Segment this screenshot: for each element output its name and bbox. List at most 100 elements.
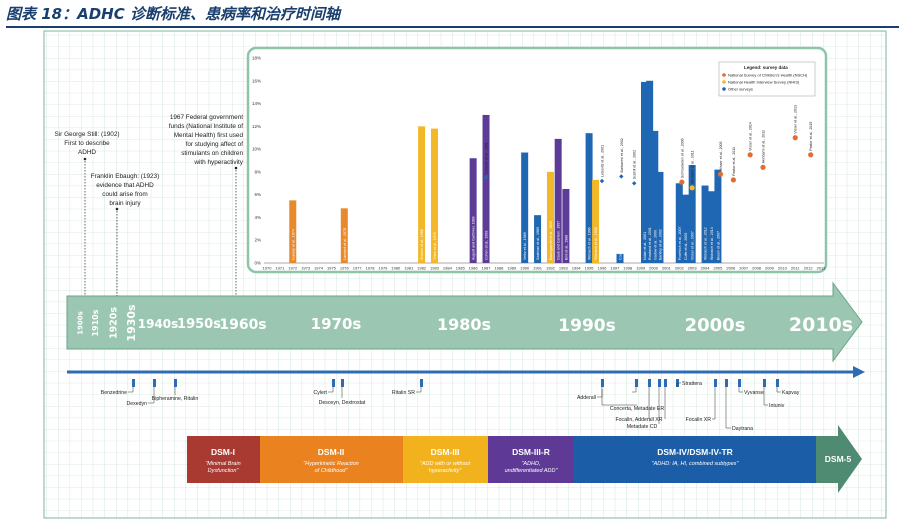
chart-bar-label: Velez et al., 1989: [523, 232, 527, 260]
med-focalin-adderall-xr: Focalin, Adderall XR: [616, 417, 663, 423]
x-tick-label: 2008: [752, 266, 762, 271]
chart-point-label: Akinbami et al., 2011: [691, 151, 695, 184]
chart-bar: [714, 169, 722, 263]
y-tick-label: 14%: [252, 101, 261, 106]
chart-point-label: Pastor et al., 2015: [809, 122, 813, 151]
chart-points: Leibson et al., 2001 Lebovitz et al., 200…: [483, 105, 814, 191]
chart-bar: [562, 188, 570, 263]
nimh-line-5: stimulants on children: [181, 150, 243, 157]
legend-marker-nsch: [722, 73, 726, 77]
nimh-line-3: Mental Health) first used: [174, 132, 244, 139]
chart-bars: Huessy et al., 1974 Lambert et al., 1978 S…: [289, 80, 722, 264]
x-tick-label: 1976: [340, 266, 350, 271]
dsm-5-name: DSM-5: [825, 454, 852, 464]
med-dexedyn: Dexedyn: [127, 401, 148, 407]
chart-point: [747, 152, 753, 158]
chart-bar: [656, 171, 664, 263]
chart-point: [717, 171, 724, 177]
x-tick-label: 2006: [726, 266, 736, 271]
decade-1950s: 1950s: [177, 317, 221, 332]
chart-point: [631, 181, 637, 186]
x-tick-label: 1984: [443, 266, 453, 271]
decade-1940s: 1940s: [138, 317, 179, 331]
med-benzedrine: Benzedrine: [101, 390, 127, 396]
decade-1970s: 1970s: [311, 315, 362, 333]
chart-point: [599, 178, 605, 184]
y-tick-label: 12%: [252, 124, 261, 129]
annotation-still: Sir George Still: (1902) First to descri…: [55, 131, 120, 296]
dsm-iv-sub-1: "ADHD: IA, HI, combined subtypes": [652, 461, 740, 467]
y-tick-label: 8%: [254, 169, 261, 174]
decade-1980s: 1980s: [437, 315, 491, 334]
chart-bar: [585, 133, 593, 263]
dsm-timeline: [187, 425, 862, 493]
x-tick-label: 1983: [430, 266, 440, 271]
y-tick-label: 0%: [254, 261, 261, 266]
y-tick-label: 10%: [252, 147, 261, 152]
legend-item-nsch: National Survey of Children's Health (NS…: [728, 73, 808, 78]
chart-bar: [340, 208, 348, 263]
med-intuniv: Intuniv: [769, 403, 785, 409]
med-desoxyn-dextrostat: Desoxyn, Dextrostat: [319, 400, 366, 406]
chart-point: [792, 135, 798, 141]
x-tick-label: 1997: [610, 266, 620, 271]
dsm-ii-sub-1: "Hyperkinetic Reaction: [303, 461, 358, 467]
dsm-i-sub-1: "Minimal Brain: [205, 461, 240, 467]
x-tick-label: 2004: [701, 266, 711, 271]
x-tick-label: 2001: [662, 266, 672, 271]
chart-bar: [289, 200, 297, 263]
decade-timeline-arrow: [66, 281, 863, 363]
med-daytrana: Daytrana: [732, 426, 753, 432]
legend-item-nhis: National Health Interview Survey (NHIS): [728, 80, 800, 85]
legend-marker-other: [722, 87, 726, 91]
y-tick-label: 6%: [254, 192, 261, 197]
medication-labels: Benzedrine Dexedyn Bipheramine, Ritalin …: [101, 381, 800, 432]
chart-bar-label: Shekim et al., 1985: [420, 229, 424, 260]
chart-x-ticks: 1970 1971 1972 1973 1974 1975 1976 1977 1978 1979…: [263, 266, 827, 271]
dsm-iii-r-sub-1: "ADHD,: [521, 461, 540, 467]
chart-point-label: Visser et al., 2013: [794, 105, 798, 134]
decade-1900s: 1900s: [77, 311, 85, 335]
dsm-labels: DSM-I "Minimal Brain Dysfunction" DSM-II…: [205, 447, 851, 474]
chart-bar-label: Visser et al., 2007: [691, 231, 695, 260]
dsm-i-name: DSM-I: [211, 447, 235, 457]
chart-point-label: Barbaresi et al., 2002: [620, 138, 624, 172]
y-tick-label: 18%: [252, 56, 261, 61]
dsm-ii-segment: [260, 436, 403, 483]
chart-bar-label: Nolan et al., 2001: [643, 232, 647, 260]
x-tick-label: 2000: [649, 266, 659, 271]
still-line-3: ADHD: [78, 149, 96, 156]
chart-bar: [418, 126, 426, 263]
annotation-ebaugh: Franklin Ebaugh: (1923) evidence that AD…: [91, 173, 159, 296]
x-tick-label: 2013: [817, 266, 827, 271]
chart-bar: [534, 215, 542, 263]
x-tick-label: 1980: [391, 266, 401, 271]
dsm-iii-sub-1: "ADD with or without: [420, 461, 471, 467]
decade-1960s: 1960s: [219, 317, 266, 333]
nimh-line-1: 1967 Federal government: [170, 114, 243, 121]
med-strattera: Strattera: [682, 381, 702, 387]
x-tick-label: 1996: [598, 266, 608, 271]
chart-bar: [616, 253, 624, 263]
chart-point: [483, 175, 489, 180]
chart-bar: [430, 128, 438, 263]
med-kapvay: Kapvay: [782, 390, 800, 396]
page-title: 图表 18：ADHC 诊断标准、患病率和治疗时间轴: [6, 5, 340, 23]
x-tick-label: 1979: [379, 266, 389, 271]
ebaugh-line-2: evidence that ADHD: [96, 182, 154, 189]
chart-point-label: Akinbami et al., 2011: [762, 130, 766, 163]
chart-point: [760, 164, 766, 170]
x-tick-label: 1987: [482, 266, 492, 271]
chart-bar-label: Wolraich et al., 2014: [710, 227, 714, 260]
chart-point-label: Visser et al., 2014: [749, 122, 753, 151]
chart-bar-label: Cohen et al., 1993: [485, 231, 489, 260]
chart-bar-label: Szatmari et al., 1989: [536, 227, 540, 260]
ebaugh-line-4: brain injury: [109, 200, 141, 207]
chart-point-label: Pastor et al., 2011: [732, 147, 736, 176]
x-tick-label: 1985: [456, 266, 466, 271]
med-concerta-metadate-er: Concerta, Metadate ER: [610, 406, 664, 412]
med-bipheramine-ritalin: Bipheramine, Ritalin: [152, 396, 199, 402]
x-tick-label: 1994: [572, 266, 582, 271]
x-tick-label: 1974: [314, 266, 324, 271]
